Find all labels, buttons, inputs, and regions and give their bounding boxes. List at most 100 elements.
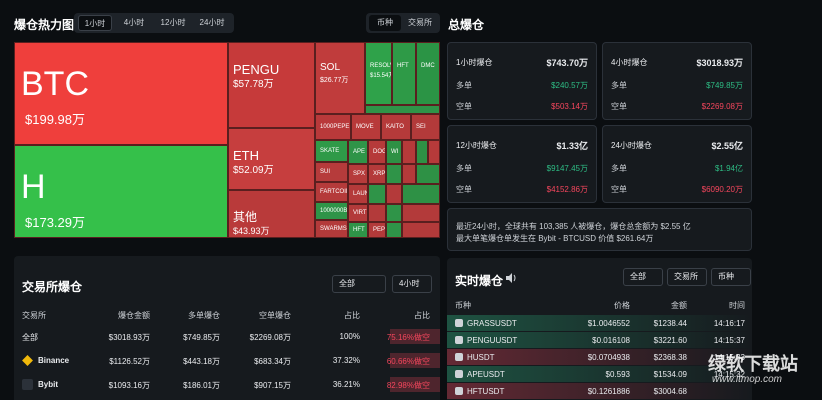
heatmap-tile[interactable] bbox=[402, 204, 440, 222]
tile-amount: $15.54万 bbox=[370, 73, 392, 79]
heatmap-tile[interactable]: 1000PEPE bbox=[315, 114, 351, 140]
heatmap-tile[interactable] bbox=[416, 164, 440, 184]
watermark-name: 绿软下载站 bbox=[708, 354, 798, 374]
short-value: $503.14万 bbox=[551, 102, 588, 111]
exchange-name: Bybit bbox=[38, 380, 58, 389]
timeframe-tab[interactable]: 24小时 bbox=[199, 18, 225, 27]
heatmap-tile[interactable]: XRP bbox=[368, 164, 386, 184]
table-cell: PENGUUSDT bbox=[467, 336, 518, 345]
heatmap-tile[interactable]: SOL $26.77万 bbox=[315, 42, 365, 114]
tile-name: APE bbox=[353, 149, 366, 155]
heatmap-tile[interactable] bbox=[386, 204, 402, 222]
heatmap-tile[interactable] bbox=[386, 184, 402, 204]
heatmap-tile[interactable] bbox=[416, 140, 428, 164]
heatmap-tile[interactable]: VIRT bbox=[348, 204, 368, 222]
heatmap-tile[interactable] bbox=[402, 222, 440, 238]
heatmap-tile[interactable]: FARTCOIN bbox=[315, 182, 348, 202]
heatmap-tile[interactable]: SUI bbox=[315, 162, 348, 182]
notice-line: 最近24小时，全球共有 103,385 人被爆仓，爆仓总金额为 $2.55 亿 bbox=[456, 222, 691, 231]
heatmap-tile[interactable] bbox=[386, 164, 402, 184]
heatmap-tile[interactable]: RESOLV $15.54万 bbox=[365, 42, 392, 105]
row-background bbox=[447, 332, 752, 348]
notice-line: 最大单笔爆仓单发生在 Bybit - BTCUSD 价值 $261.64万 bbox=[456, 234, 654, 243]
realtime-panel: 实时爆仓 全部 交易所 币种 币种 价格 金额 时间 GRASSUSDT $1.0046552 $… bbox=[447, 258, 752, 400]
column-header: 交易所 bbox=[22, 311, 46, 320]
heatmap-tile[interactable]: SWARMS bbox=[315, 220, 348, 238]
timeframe-tab[interactable]: 12小时 bbox=[160, 18, 186, 27]
heatmap-tile[interactable]: KAITO bbox=[381, 114, 411, 140]
table-cell: $3004.68 bbox=[653, 387, 687, 396]
heatmap-tile[interactable]: DMC bbox=[416, 42, 440, 105]
heatmap-tile[interactable]: SKATE bbox=[315, 140, 348, 162]
coin-icon bbox=[455, 370, 463, 378]
tile-amount: $199.98万 bbox=[25, 112, 85, 127]
heatmap-tile[interactable]: APE bbox=[348, 140, 368, 164]
heatmap-tile[interactable]: PENGU $57.78万 bbox=[228, 42, 315, 128]
tile-amount: $52.09万 bbox=[233, 165, 274, 176]
heatmap-tile[interactable]: PEPE bbox=[368, 222, 386, 238]
tile-name: 1000PEPE bbox=[320, 124, 350, 130]
heatmap-tile[interactable] bbox=[402, 184, 440, 204]
short-value: $4152.86万 bbox=[546, 185, 588, 194]
heatmap-tile[interactable]: MOVE bbox=[351, 114, 381, 140]
mode-tab[interactable]: 交易所 bbox=[408, 18, 432, 27]
heatmap-tile[interactable] bbox=[428, 140, 440, 164]
table-cell: $3018.93万 bbox=[108, 333, 150, 342]
tile-name: 1000000B bbox=[320, 208, 348, 214]
exchange-title: 交易所爆仓 bbox=[22, 280, 83, 294]
column-header: 时间 bbox=[729, 301, 745, 310]
heatmap-tile[interactable]: WI bbox=[386, 140, 402, 164]
heatmap-tile[interactable]: 1000000B bbox=[315, 202, 348, 220]
coin-icon bbox=[455, 387, 463, 395]
heatmap-tile[interactable] bbox=[402, 140, 416, 164]
heatmap-tile[interactable]: SEI bbox=[411, 114, 440, 140]
tile-name: SEI bbox=[416, 124, 426, 130]
card-label: 1小时爆仓 bbox=[456, 58, 493, 67]
card-label: 4小时爆仓 bbox=[611, 58, 648, 67]
heatmap-tile[interactable]: SPX bbox=[348, 164, 368, 184]
heatmap-tile[interactable] bbox=[365, 105, 440, 114]
heatmap-tile[interactable]: LAUN bbox=[348, 184, 368, 204]
filter-dropdown[interactable]: 4小时 bbox=[392, 275, 432, 293]
mode-tab[interactable]: 币种 bbox=[369, 15, 401, 31]
long-value: $1.94亿 bbox=[714, 164, 743, 173]
timeframe-tab[interactable]: 4小时 bbox=[123, 18, 145, 27]
heatmap-tile[interactable] bbox=[402, 164, 416, 184]
table-cell: 100% bbox=[339, 332, 360, 341]
table-cell: 14:15:32 bbox=[713, 370, 745, 379]
tile-name: HFT bbox=[353, 227, 365, 233]
heatmap-tile[interactable]: H $173.29万 bbox=[14, 145, 228, 238]
short-label: 空单 bbox=[611, 102, 627, 111]
long-label: 多单 bbox=[456, 164, 472, 173]
exchange-name: Binance bbox=[38, 356, 70, 365]
tile-amount: $43.93万 bbox=[233, 226, 270, 236]
heatmap-tile[interactable]: ETH $52.09万 bbox=[228, 128, 315, 190]
short-label: 空单 bbox=[456, 102, 472, 111]
heatmap-tile[interactable]: 其他 $43.93万 bbox=[228, 190, 315, 238]
summary-card: 24小时爆仓 $2.55亿 多单 $1.94亿 空单 $6090.20万 bbox=[602, 125, 752, 203]
sound-icon[interactable] bbox=[505, 272, 517, 284]
column-header: 占比 bbox=[414, 311, 430, 320]
filter-dropdown[interactable]: 全部 bbox=[332, 275, 386, 293]
timeframe-tab[interactable]: 1小时 bbox=[78, 15, 112, 31]
heatmap-tile[interactable]: BTC $199.98万 bbox=[14, 42, 228, 145]
tile-name: PEPE bbox=[373, 227, 386, 233]
heatmap-tile[interactable] bbox=[368, 204, 386, 222]
summary-card: 4小时爆仓 $3018.93万 多单 $749.85万 空单 $2269.08万 bbox=[602, 42, 752, 120]
heatmap-tile[interactable]: DOG bbox=[368, 140, 386, 164]
tile-amount: $57.78万 bbox=[233, 79, 274, 90]
heatmap-tile[interactable]: HFT bbox=[348, 222, 368, 238]
ratio-cell: 75.16%做空 bbox=[386, 333, 430, 342]
tile-name: 其他 bbox=[233, 210, 258, 224]
short-value: $2269.08万 bbox=[701, 102, 743, 111]
heatmap-tile[interactable] bbox=[386, 222, 402, 238]
filter-dropdown[interactable]: 币种 bbox=[711, 268, 751, 286]
tile-name: SOL bbox=[320, 62, 341, 73]
heatmap-tile[interactable] bbox=[368, 184, 386, 204]
long-label: 多单 bbox=[456, 81, 472, 90]
filter-dropdown[interactable]: 交易所 bbox=[667, 268, 707, 286]
exchange-icon bbox=[22, 379, 33, 390]
column-header: 金额 bbox=[671, 301, 687, 310]
filter-dropdown[interactable]: 全部 bbox=[623, 268, 663, 286]
heatmap-tile[interactable]: HFT bbox=[392, 42, 416, 105]
